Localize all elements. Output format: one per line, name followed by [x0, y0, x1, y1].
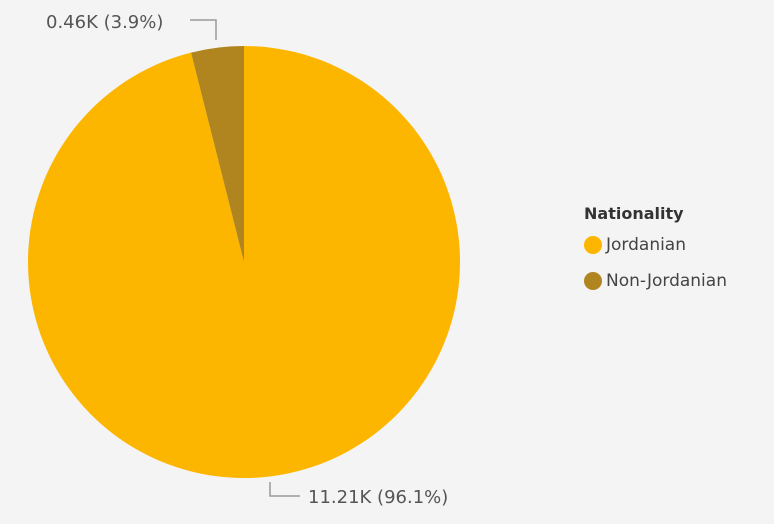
legend-item-non-jordanian[interactable]: Non-Jordanian: [584, 271, 727, 291]
legend-title: Nationality: [584, 204, 684, 223]
legend-item-jordanian[interactable]: Jordanian: [584, 235, 727, 255]
data-label-jordanian: 11.21K (96.1%): [308, 487, 448, 508]
leader-line-non-jordanian: [190, 19, 217, 40]
data-label-non-jordanian: 0.46K (3.9%): [46, 12, 163, 33]
legend-swatch-non-jordanian: [584, 272, 602, 290]
pie-slice-non-jordanian[interactable]: [191, 46, 244, 262]
legend-label-non-jordanian: Non-Jordanian: [606, 271, 727, 291]
legend-label-jordanian: Jordanian: [606, 235, 687, 255]
pie-slice-jordanian[interactable]: [28, 46, 461, 478]
legend-swatch-jordanian: [584, 236, 602, 254]
legend: Nationality Jordanian Non-Jordanian: [584, 204, 727, 307]
leader-line-jordanian: [269, 482, 300, 497]
